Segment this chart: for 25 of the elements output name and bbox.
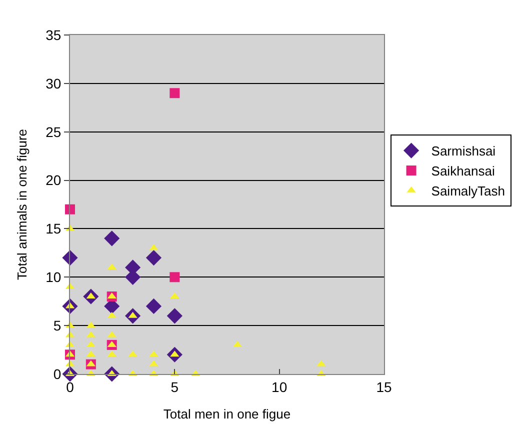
x-axis-title: Total men in one figue (163, 406, 291, 422)
y-tick-label: 15 (46, 220, 62, 237)
point (170, 88, 180, 98)
point (104, 230, 120, 246)
point (166, 308, 182, 324)
y-tick-label: 30 (46, 75, 62, 92)
y-tick-label: 5 (53, 317, 62, 334)
point (62, 250, 78, 266)
legend-label: Sarmishsai (431, 144, 496, 159)
x-tick-label: 0 (66, 378, 74, 395)
y-axis-title: Total animals in one figure (14, 128, 30, 280)
legend-label: SaimalyTash (431, 183, 505, 198)
x-tick-label: 5 (170, 378, 179, 395)
y-tick-label: 10 (46, 269, 62, 286)
point (170, 272, 180, 282)
point (146, 298, 162, 314)
x-tick-label: 10 (272, 378, 288, 395)
y-tick-label: 20 (46, 172, 62, 188)
x-tick-label: 15 (376, 378, 392, 395)
point (146, 250, 162, 266)
point (65, 204, 75, 214)
legend-label: Saikhansai (431, 164, 495, 179)
y-tick-label: 25 (46, 124, 62, 140)
y-tick-label: 0 (53, 366, 62, 382)
y-tick-label: 35 (46, 26, 62, 43)
